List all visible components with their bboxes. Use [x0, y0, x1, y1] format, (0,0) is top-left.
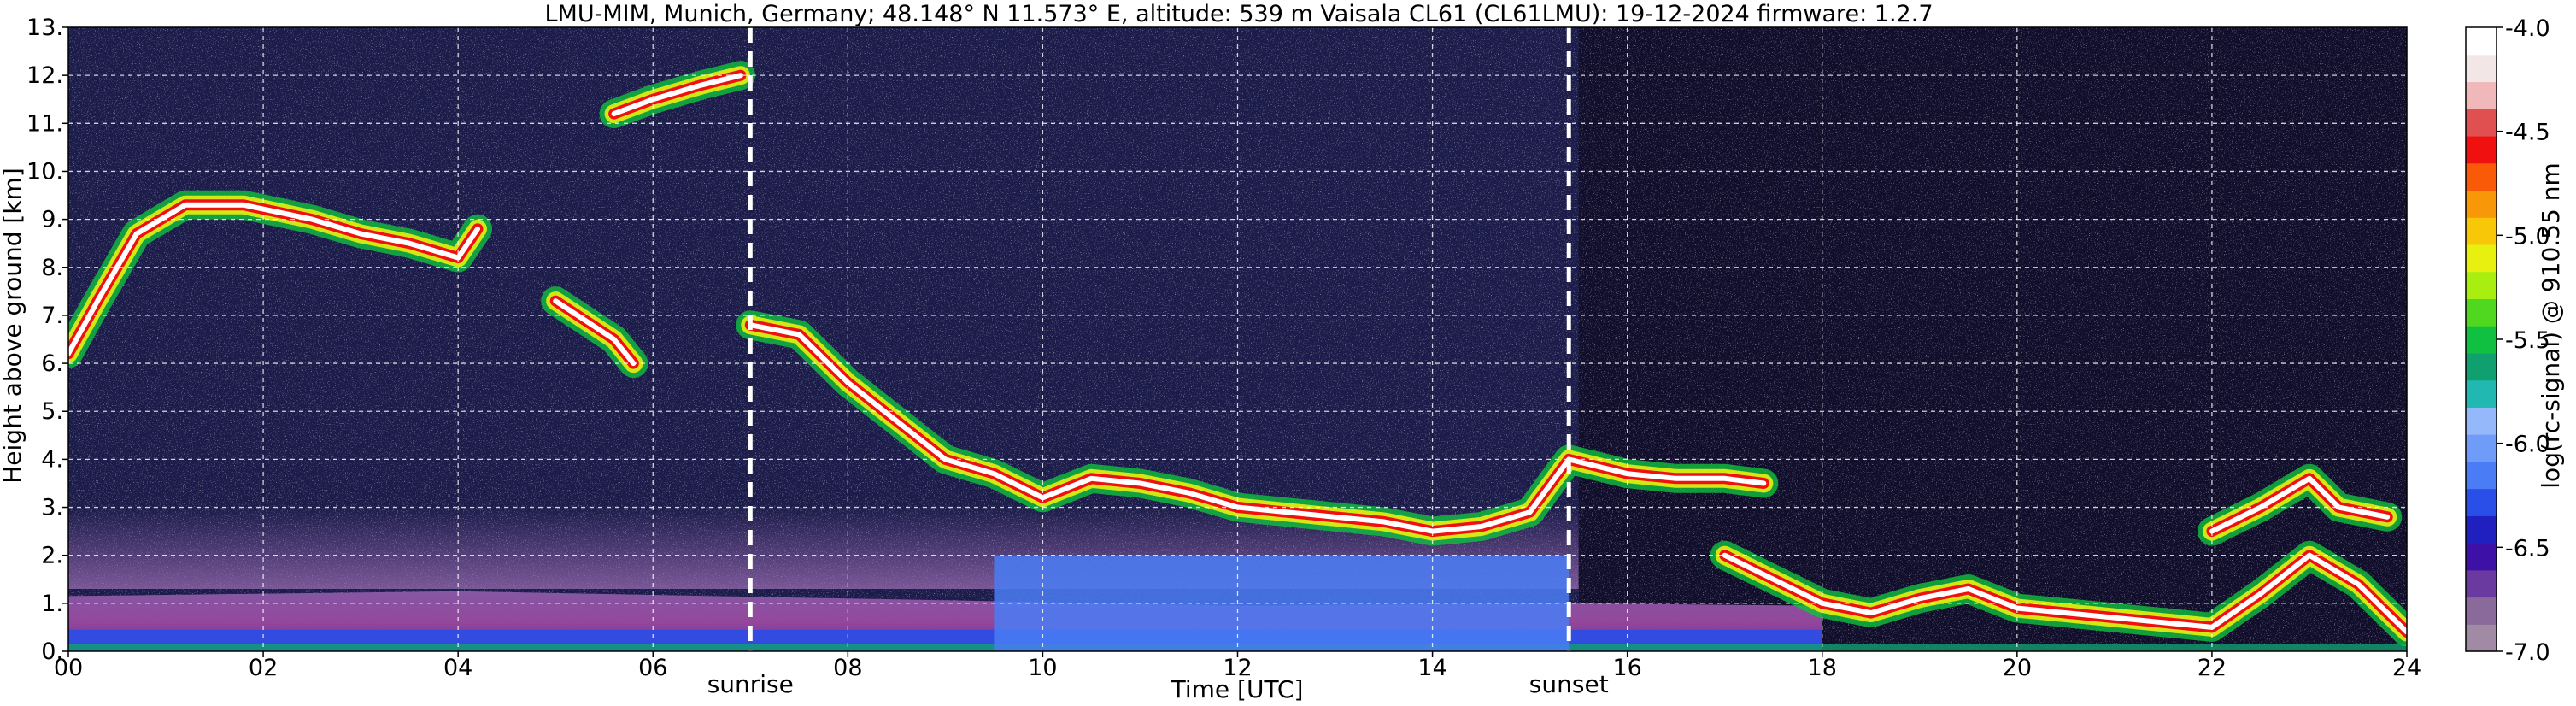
- colorbar-segment: [2466, 326, 2497, 354]
- y-tick-label: 1.: [41, 591, 63, 617]
- marker-label-sunrise: sunrise: [707, 670, 794, 698]
- x-tick-label: 08: [833, 655, 862, 681]
- chart-title: LMU-MIM, Munich, Germany; 48.148° N 11.5…: [544, 1, 1933, 27]
- colorbar-tick-label: -5.0: [2505, 223, 2550, 250]
- colorbar-segment: [2466, 515, 2497, 544]
- x-tick-label: 22: [2198, 655, 2227, 681]
- sun-markers: [748, 27, 1571, 651]
- cloud-feature-descending-layer: [736, 310, 1779, 546]
- colorbar-tick-label: -7.0: [2505, 639, 2550, 666]
- colorbar-segment: [2466, 569, 2497, 598]
- y-tick-label: 7.: [41, 303, 63, 329]
- colorbar-segment: [2466, 379, 2497, 408]
- cloud-stroke-3: [2209, 475, 2391, 534]
- colorbar-segment: [2466, 244, 2497, 273]
- cloud-stroke-3: [553, 298, 637, 367]
- colorbar-segment: [2466, 352, 2497, 381]
- x-tick-label: 10: [1028, 655, 1057, 681]
- cloud-stroke-3: [68, 202, 480, 356]
- y-tick-label: 11.: [26, 110, 63, 137]
- y-axis-label: Height above ground [km]: [0, 168, 26, 484]
- marker-label-sunset: sunset: [1529, 670, 1609, 698]
- y-tick-label: 9.: [41, 207, 63, 233]
- colorbar-segment: [2466, 298, 2497, 327]
- y-tick-label: 6.: [41, 350, 63, 377]
- x-tick-label: 24: [2392, 655, 2421, 681]
- colorbar-label: log(rc-signal) @ 910.55 nm: [2537, 162, 2565, 488]
- colorbar-segment: [2466, 54, 2497, 83]
- x-tick-label: 18: [1808, 655, 1837, 681]
- colorbar-segment: [2466, 461, 2497, 490]
- colorbar-tick-label: -6.5: [2505, 535, 2550, 562]
- colorbar-tick-label: -5.5: [2505, 327, 2550, 354]
- x-tick-label: 16: [1612, 655, 1641, 681]
- colorbar-segment: [2466, 434, 2497, 462]
- y-tick-label: 13.: [26, 15, 63, 41]
- colorbar-tick-label: -6.0: [2505, 432, 2550, 458]
- colorbar-segment: [2466, 597, 2497, 625]
- cloud-feature-cirrus-early: [68, 190, 492, 368]
- cloud-feature-low-cloud-late: [1710, 540, 2407, 647]
- y-axis: 0. 1. 2. 3. 4. 5. 6. 7. 8. 9. 10. 11. 12. 13.: [26, 15, 68, 665]
- colorbar-tick-label: -4.0: [2505, 15, 2550, 42]
- colorbar-segment: [2466, 624, 2497, 652]
- cloud-stroke-3: [1722, 552, 2407, 635]
- colorbar-tick-label: -4.5: [2505, 120, 2550, 146]
- colorbar-segment: [2466, 162, 2497, 191]
- colorbar-segment: [2466, 135, 2497, 164]
- colorbar-segment: [2466, 407, 2497, 435]
- cloud-stroke-3: [748, 322, 1767, 534]
- colorbar-segment: [2466, 271, 2497, 299]
- y-tick-label: 5.: [41, 398, 63, 425]
- cloud-feature-cirrus-mid: [541, 286, 648, 379]
- x-axis: sunrise sunset 00 02 04 06 08 10 12 14 16 18 20 22 24: [54, 651, 2421, 698]
- grid-lines: [68, 27, 2407, 651]
- x-tick-label: 04: [443, 655, 472, 681]
- y-tick-label: 2.: [41, 543, 63, 569]
- cloud-feature-rising-plumes-late: [2197, 463, 2403, 546]
- y-tick-label: 10.: [26, 158, 63, 185]
- y-tick-label: 3.: [41, 495, 63, 521]
- colorbar-segment: [2466, 190, 2497, 218]
- colorbar-segment: [2466, 488, 2497, 516]
- colorbar-segment: [2466, 543, 2497, 571]
- colorbar-segment: [2466, 27, 2497, 56]
- plot-area: [67, 26, 2408, 652]
- x-tick-label: 20: [2003, 655, 2032, 681]
- y-tick-label: 4.: [41, 446, 63, 473]
- colorbar-segment: [2466, 109, 2497, 137]
- x-axis-label: Time [UTC]: [1171, 675, 1304, 703]
- y-tick-label: 8.: [41, 255, 63, 281]
- cloud-feature-cirrus-high: [599, 61, 755, 129]
- y-tick-label: 0.: [41, 638, 63, 665]
- x-tick-label: 14: [1417, 655, 1446, 681]
- x-tick-label: 02: [249, 655, 278, 681]
- colorbar-segment: [2466, 81, 2497, 109]
- colorbar-segment: [2466, 217, 2497, 245]
- y-tick-label: 12.: [26, 62, 63, 89]
- cloud-stroke-3: [611, 73, 743, 117]
- colorbar: -4.0 -4.5 -5.0 -5.5 -6.0 -6.5 -7.0: [2465, 15, 2550, 666]
- x-tick-label: 06: [638, 655, 667, 681]
- x-tick-label: 00: [54, 655, 83, 681]
- x-tick-label: 12: [1223, 655, 1252, 681]
